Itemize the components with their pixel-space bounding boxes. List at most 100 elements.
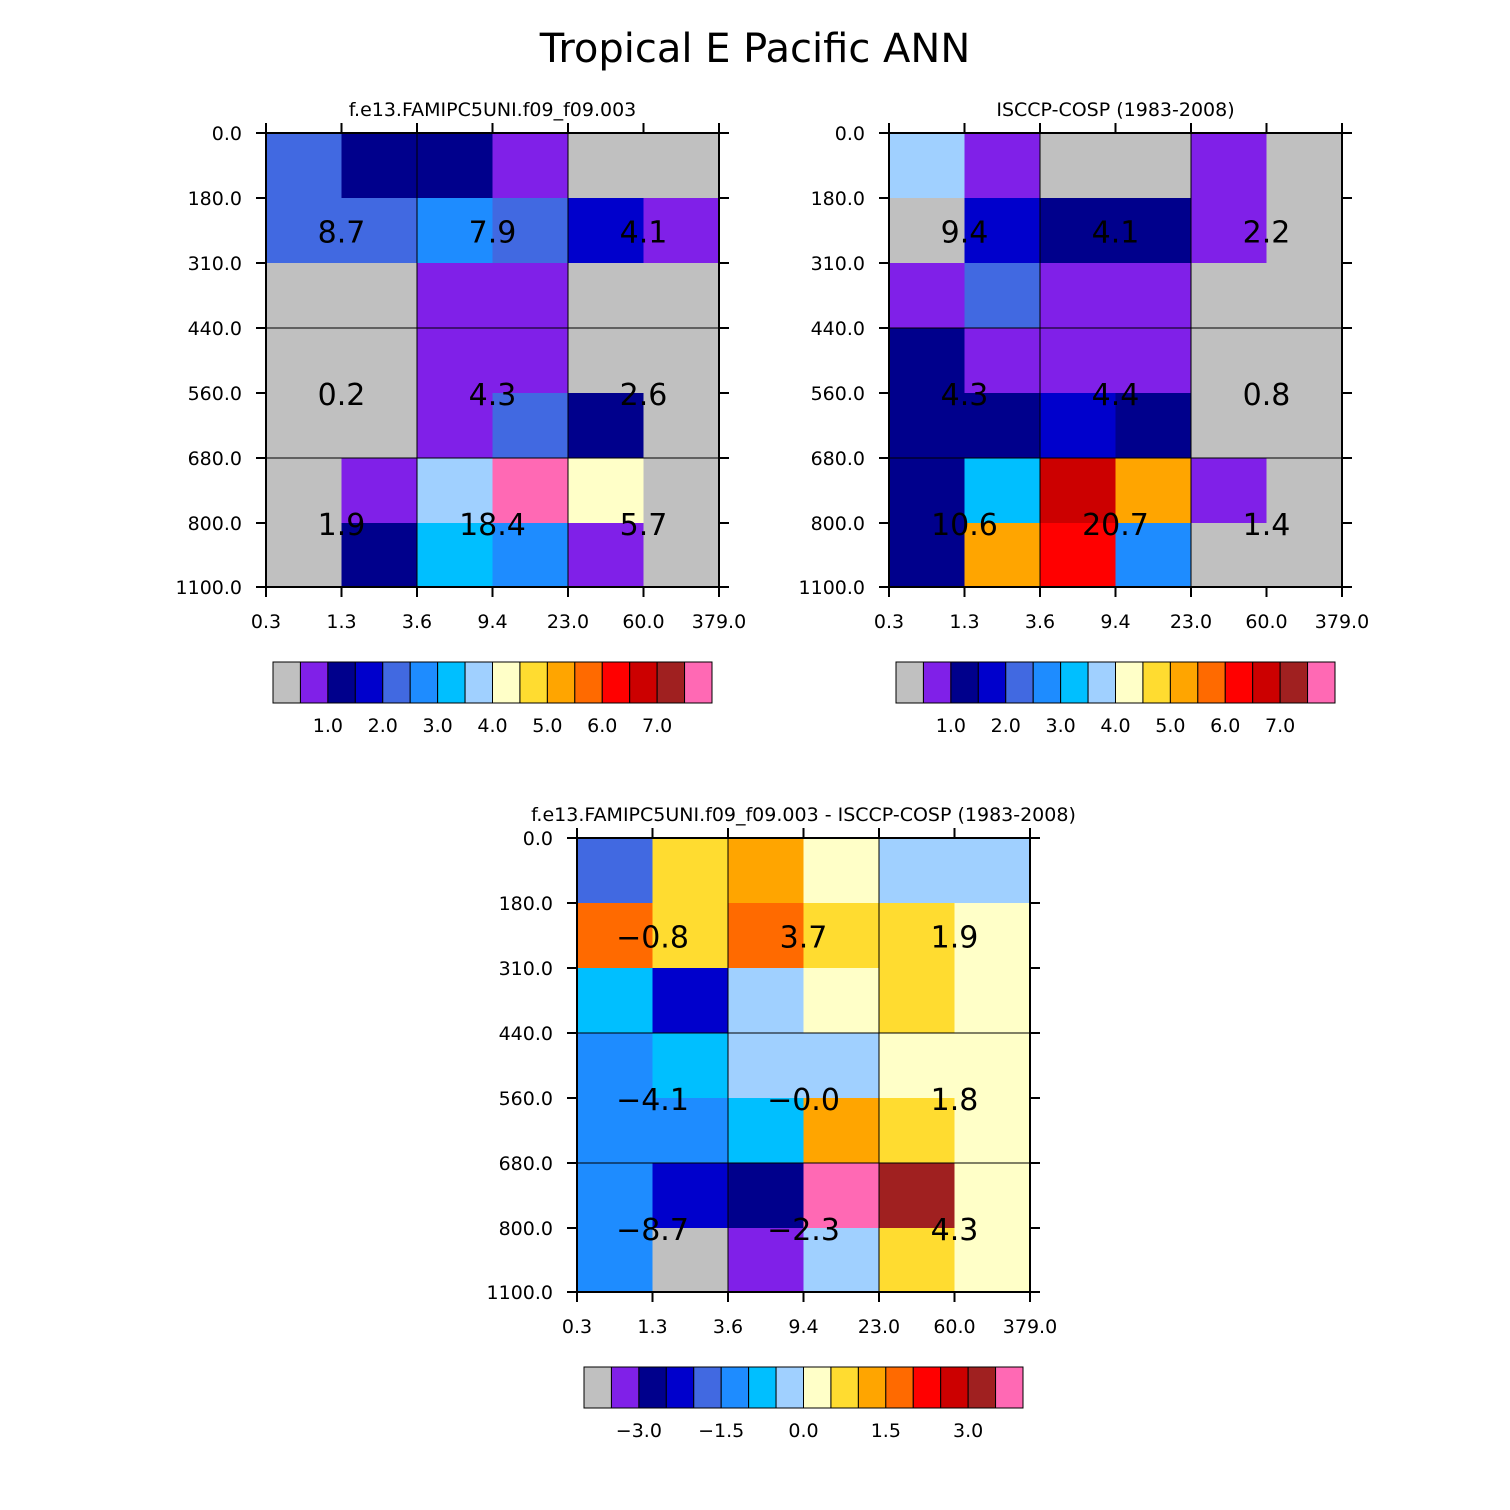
y-tick-label: 0.0 <box>835 123 865 145</box>
panel-title: f.e13.FAMIPC5UNI.f09_f09.003 <box>349 99 637 121</box>
y-tick-label: 440.0 <box>188 318 242 340</box>
heatmap-cell <box>954 1228 1031 1293</box>
heatmap-cell <box>652 838 729 904</box>
heatmap-cell <box>652 903 729 969</box>
heatmap-cell <box>954 838 1031 904</box>
colorbar-swatch <box>610 1366 640 1409</box>
x-tick-label: 379.0 <box>692 611 746 633</box>
box-value-label: 4.1 <box>1092 216 1140 251</box>
box-value-label: 0.8 <box>1243 378 1291 413</box>
heatmap-cell <box>954 1033 1031 1099</box>
heatmap-cell <box>341 133 418 199</box>
colorbar-swatch <box>1252 661 1281 704</box>
x-tick-label: 9.4 <box>477 611 507 633</box>
colorbar-swatch <box>1169 661 1199 704</box>
heatmap-cell <box>1115 458 1192 524</box>
heatmap-cell <box>803 968 880 1034</box>
heatmap-cell <box>889 458 966 524</box>
colorbar-swatch <box>299 661 329 704</box>
colorbar-swatch <box>1087 661 1117 704</box>
heatmap-cell <box>1040 523 1117 588</box>
box-value-label: 1.4 <box>1243 508 1291 543</box>
box-value-label: 0.2 <box>318 378 366 413</box>
heatmap-cell <box>266 328 343 394</box>
heatmap-cell <box>728 838 805 904</box>
colorbar-swatch <box>1197 661 1226 704</box>
heatmap-cell <box>1191 133 1268 199</box>
y-tick-label: 800.0 <box>811 513 865 535</box>
heatmap-cell <box>879 838 956 904</box>
colorbar-swatch <box>748 1366 777 1409</box>
box-value-label: 1.9 <box>318 508 366 543</box>
heatmap-cell <box>652 1098 729 1164</box>
x-tick-label: 379.0 <box>1003 1316 1057 1338</box>
y-tick-label: 440.0 <box>499 1023 553 1045</box>
heatmap-cell <box>728 903 805 969</box>
colorbar-swatch <box>409 661 439 704</box>
colorbar-swatch <box>1224 661 1254 704</box>
heatmap-cell <box>568 458 645 524</box>
heatmap-cell <box>1040 263 1117 329</box>
heatmap-cell <box>889 393 966 459</box>
heatmap-cell <box>1266 523 1343 588</box>
colorbar-swatch <box>885 1366 914 1409</box>
heatmap-cell <box>417 523 494 588</box>
x-tick-label: 0.3 <box>251 611 281 633</box>
heatmap-cell <box>341 393 418 459</box>
colorbar-label: 5.0 <box>532 715 562 737</box>
box-value-label: −8.7 <box>616 1213 689 1248</box>
heatmap-cell <box>341 458 418 524</box>
heatmap-cell <box>417 458 494 524</box>
colorbar-label: 2.0 <box>991 715 1021 737</box>
colorbar-swatch <box>574 661 603 704</box>
heatmap-cell <box>341 328 418 394</box>
heatmap-cell <box>1191 328 1268 394</box>
heatmap-cell <box>577 1033 654 1099</box>
x-tick-label: 9.4 <box>788 1316 818 1338</box>
colorbar-swatch <box>1142 661 1171 704</box>
heatmap-cell <box>568 523 645 588</box>
heatmap-cell <box>879 1163 956 1229</box>
x-tick-label: 0.3 <box>562 1316 592 1338</box>
heatmap-cell <box>1266 198 1343 264</box>
colorbar-label: 1.0 <box>936 715 966 737</box>
x-tick-label: 60.0 <box>933 1316 975 1338</box>
heatmap-cell <box>643 133 720 199</box>
box-value-label: 1.8 <box>931 1083 979 1118</box>
heatmap-cell <box>964 393 1041 459</box>
x-tick-label: 379.0 <box>1315 611 1369 633</box>
y-tick-label: 800.0 <box>499 1218 553 1240</box>
box-value-label: 8.7 <box>318 216 366 251</box>
heatmap-cell <box>652 968 729 1034</box>
heatmap-cell <box>1266 458 1343 524</box>
heatmap-cell <box>266 198 418 264</box>
colorbar-swatch <box>656 661 686 704</box>
heatmap-cell <box>1040 198 1117 264</box>
colorbar-swatch <box>1032 661 1062 704</box>
panel-model: f.e13.FAMIPC5UNI.f09_f09.003 8.7 7.9 4.1 0.2… <box>176 99 747 737</box>
heatmap-cell <box>879 1098 956 1164</box>
x-tick-label: 60.0 <box>622 611 664 633</box>
heatmap-cell <box>1266 328 1343 394</box>
colorbar-swatch <box>665 1366 695 1409</box>
y-tick-label: 1100.0 <box>176 577 242 599</box>
heatmap-cell <box>266 133 343 199</box>
heatmap-cell <box>492 523 569 588</box>
heatmap-cell <box>964 133 1041 199</box>
box-value-label: 4.3 <box>931 1213 979 1248</box>
heatmap-cell <box>652 1033 729 1099</box>
heatmap-cell <box>728 968 805 1034</box>
heatmap-cell <box>643 328 720 394</box>
heatmap-cell <box>889 133 966 199</box>
y-tick-label: 310.0 <box>188 253 242 275</box>
x-tick-label: 3.6 <box>713 1316 743 1338</box>
colorbar-swatch <box>1005 661 1034 704</box>
heatmap-cell <box>964 328 1041 394</box>
heatmap-cell <box>417 328 494 394</box>
y-tick-label: 310.0 <box>811 253 865 275</box>
colorbar-swatch <box>327 661 356 704</box>
box-value-label: 9.4 <box>941 216 989 251</box>
colorbar-label: −3.0 <box>616 1420 662 1442</box>
heatmap-cell <box>889 198 966 264</box>
heatmap-cell <box>889 328 966 394</box>
